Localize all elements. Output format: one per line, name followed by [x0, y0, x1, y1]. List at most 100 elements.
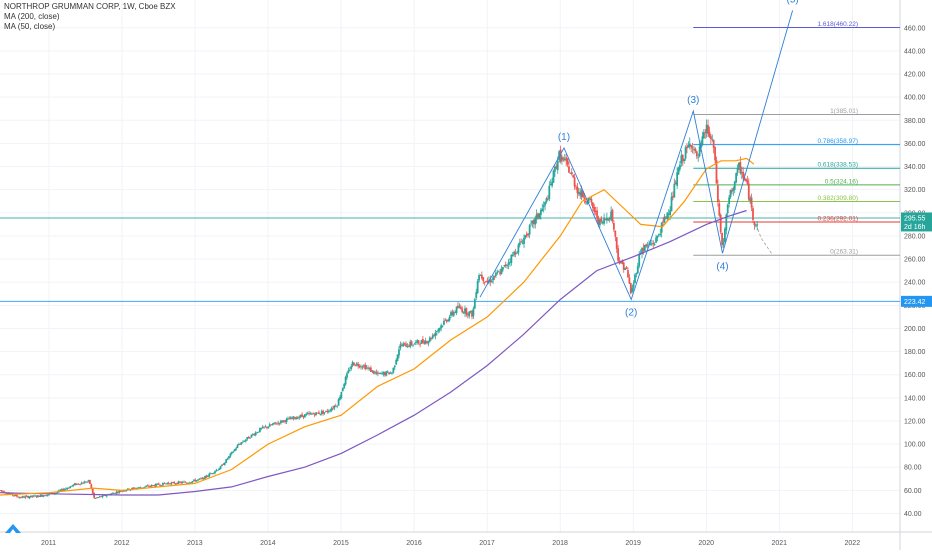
candle-body: [360, 366, 362, 368]
fib-level-label: 1.618(460.22): [818, 21, 858, 28]
candle-body: [618, 261, 621, 264]
ma50-line: [0, 157, 755, 496]
candle-body: [221, 464, 223, 467]
candle-body: [430, 337, 433, 339]
candle-body: [627, 270, 629, 278]
candle-body: [62, 489, 65, 491]
candle-body: [226, 458, 229, 460]
candle-body: [261, 426, 264, 429]
candle-body: [603, 218, 605, 224]
symbol-title[interactable]: NORTHROP GRUMMAN CORP, 1W, Cboe BZX: [4, 2, 176, 11]
candle-body: [524, 235, 527, 238]
candle-body: [8, 493, 11, 495]
candle-body: [264, 426, 267, 428]
candle-body: [303, 414, 306, 418]
candle-body: [499, 272, 502, 275]
candle-body: [520, 241, 523, 243]
candle-body: [705, 124, 708, 134]
candle-body: [483, 281, 486, 283]
candle-body: [316, 412, 319, 414]
candle-body: [464, 308, 466, 314]
candle-body: [738, 162, 740, 168]
candle-body: [643, 245, 646, 251]
candle-body: [164, 483, 167, 485]
y-tick-label: 80.00: [904, 465, 922, 472]
candle-body: [185, 482, 188, 484]
candle-body: [176, 483, 178, 484]
candle-body: [693, 149, 695, 150]
candle-body: [27, 495, 29, 498]
candle-body: [379, 372, 382, 374]
candle-body: [688, 143, 691, 147]
fib-level-label: 0.786(358.97): [818, 138, 858, 145]
candle-body: [114, 492, 117, 494]
candle-body: [247, 436, 250, 439]
candle-body: [45, 495, 48, 497]
candle-body: [146, 485, 149, 487]
candle-body: [355, 363, 358, 366]
candle-body: [251, 434, 254, 435]
candle-body: [1, 490, 4, 492]
candle-body: [309, 413, 312, 415]
candle-body: [412, 344, 414, 346]
x-tick-label: 2017: [479, 540, 495, 547]
candle-body: [518, 242, 521, 246]
candle-body: [381, 373, 384, 375]
candle-body: [339, 397, 341, 400]
candle-body: [597, 217, 600, 225]
elliott-wave-line: [479, 10, 794, 301]
candle-body: [679, 164, 681, 170]
candle-body: [400, 345, 403, 347]
candle-body: [635, 273, 638, 275]
candle-body: [386, 371, 389, 373]
candle-body: [659, 233, 662, 235]
candle-body: [545, 198, 548, 202]
candle-body: [660, 222, 663, 233]
candle-body: [125, 490, 128, 492]
candle-body: [566, 158, 569, 165]
candle-body: [256, 432, 258, 434]
candle-body: [485, 280, 487, 283]
candle-body: [222, 464, 225, 465]
candle-body: [458, 306, 461, 308]
candle-body: [527, 234, 530, 236]
price-tag-countdown: 2d 16h: [904, 224, 926, 231]
candle-body: [202, 477, 205, 480]
candle-body: [605, 217, 608, 221]
candle-body: [513, 251, 516, 255]
candle-body: [212, 472, 215, 474]
candle-body: [492, 277, 495, 281]
candle-body: [436, 331, 438, 332]
candle-body: [684, 147, 687, 159]
y-tick-label: 260.00: [904, 257, 926, 264]
ma200-legend[interactable]: MA (200, close): [4, 12, 60, 21]
candle-body: [228, 456, 230, 459]
candle-body: [296, 417, 299, 419]
y-tick-label: 160.00: [904, 372, 926, 379]
candle-body: [118, 490, 121, 493]
candle-body: [225, 459, 228, 463]
candle-body: [628, 277, 631, 284]
ma50-legend[interactable]: MA (50, close): [4, 22, 56, 31]
candle-body: [320, 411, 323, 415]
candle-body: [583, 197, 586, 200]
candle-body: [669, 210, 672, 216]
candle-body: [25, 495, 28, 497]
candle-body: [528, 225, 531, 235]
candle-body: [292, 416, 295, 419]
candle-body: [83, 481, 86, 484]
candle-body: [598, 219, 601, 226]
candle-body: [731, 189, 733, 192]
candle-body: [145, 486, 148, 487]
candle-body: [98, 496, 101, 498]
candle-body: [317, 412, 320, 414]
candle-body: [392, 367, 395, 373]
candle-body: [466, 314, 469, 316]
candle-body: [502, 267, 504, 270]
candle-body: [551, 181, 554, 186]
candle-body: [621, 261, 624, 265]
candle-body: [576, 186, 579, 194]
candle-body: [305, 413, 308, 415]
